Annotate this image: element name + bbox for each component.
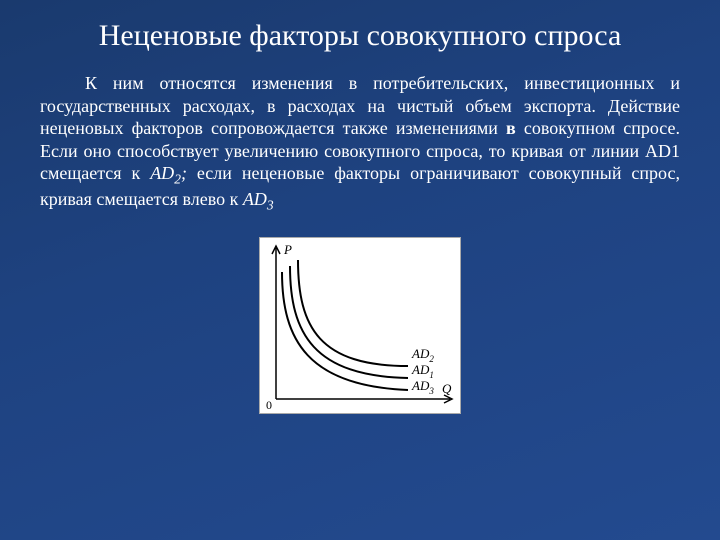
slide: Неценовые факторы совокупного спроса К н… [0, 0, 720, 540]
ad-curves-chart: PQ0AD2AD1AD3 [259, 237, 461, 414]
svg-text:0: 0 [266, 398, 272, 412]
chart-svg: PQ0AD2AD1AD3 [260, 238, 460, 413]
svg-text:Q: Q [442, 381, 452, 396]
text-italic-segment: AD2; [150, 163, 187, 183]
slide-title: Неценовые факторы совокупного спроса [99, 18, 622, 54]
svg-text:AD3: AD3 [411, 378, 434, 396]
svg-text:P: P [283, 242, 292, 257]
text-bold-segment: в [506, 118, 516, 138]
body-paragraph: К ним относятся изменения в потребительс… [40, 72, 680, 215]
text-italic-segment: AD3 [243, 189, 274, 209]
